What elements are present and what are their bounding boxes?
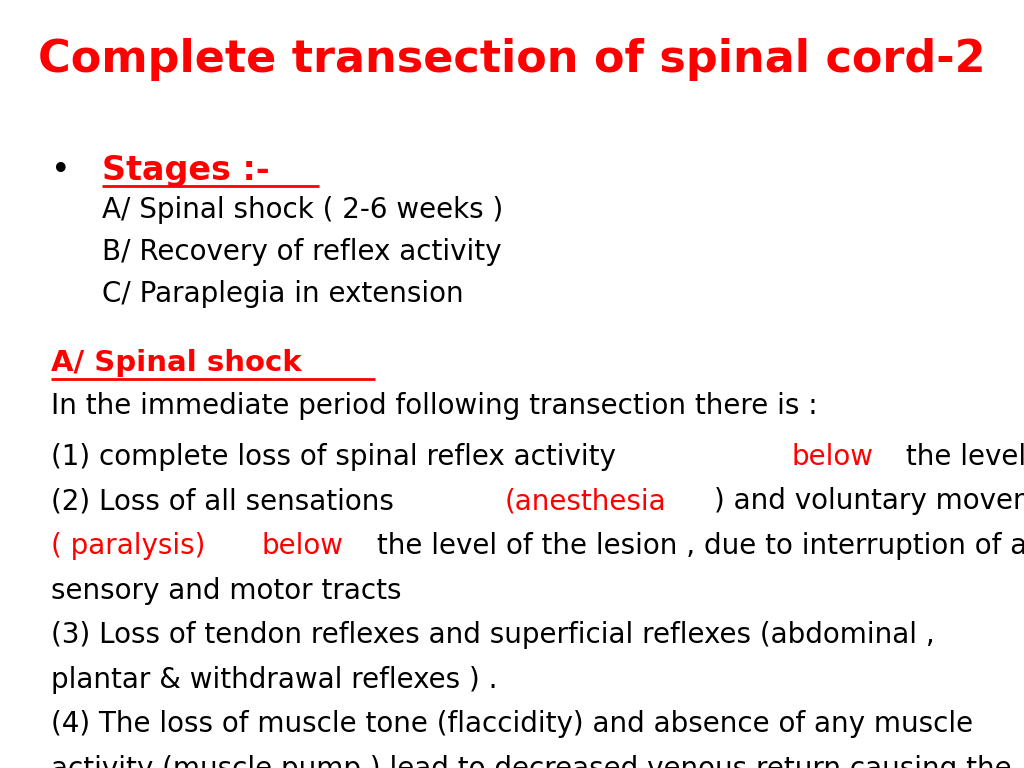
Text: ( paralysis): ( paralysis): [51, 532, 214, 560]
Text: •: •: [51, 154, 71, 187]
Text: the level of the lesion , due to interruption of all: the level of the lesion , due to interru…: [368, 532, 1024, 560]
Text: below: below: [792, 443, 873, 471]
Text: plantar & withdrawal reflexes ) .: plantar & withdrawal reflexes ) .: [51, 666, 498, 694]
Text: (3) Loss of tendon reflexes and superficial reflexes (abdominal ,: (3) Loss of tendon reflexes and superfic…: [51, 621, 935, 649]
Text: B/ Recovery of reflex activity: B/ Recovery of reflex activity: [102, 238, 502, 266]
Text: ) and voluntary movement: ) and voluntary movement: [714, 488, 1024, 515]
Text: C/ Paraplegia in extension: C/ Paraplegia in extension: [102, 280, 464, 308]
Text: Complete transection of spinal cord-2: Complete transection of spinal cord-2: [38, 38, 986, 81]
Text: sensory and motor tracts: sensory and motor tracts: [51, 577, 401, 604]
Text: (2) Loss of all sensations: (2) Loss of all sensations: [51, 488, 403, 515]
Text: the level of the lesion .: the level of the lesion .: [897, 443, 1024, 471]
Text: (anesthesia: (anesthesia: [505, 488, 667, 515]
Text: A/ Spinal shock ( 2-6 weeks ): A/ Spinal shock ( 2-6 weeks ): [102, 196, 504, 223]
Text: (4) The loss of muscle tone (flaccidity) and absence of any muscle: (4) The loss of muscle tone (flaccidity)…: [51, 710, 974, 738]
Text: (1) complete loss of spinal reflex activity: (1) complete loss of spinal reflex activ…: [51, 443, 625, 471]
Text: In the immediate period following transection there is :: In the immediate period following transe…: [51, 392, 818, 419]
Text: A/ Spinal shock: A/ Spinal shock: [51, 349, 302, 377]
Text: activity (muscle pump ) lead to decreased venous return causing the: activity (muscle pump ) lead to decrease…: [51, 755, 1012, 768]
Text: Stages :-: Stages :-: [102, 154, 270, 187]
Text: below: below: [262, 532, 344, 560]
